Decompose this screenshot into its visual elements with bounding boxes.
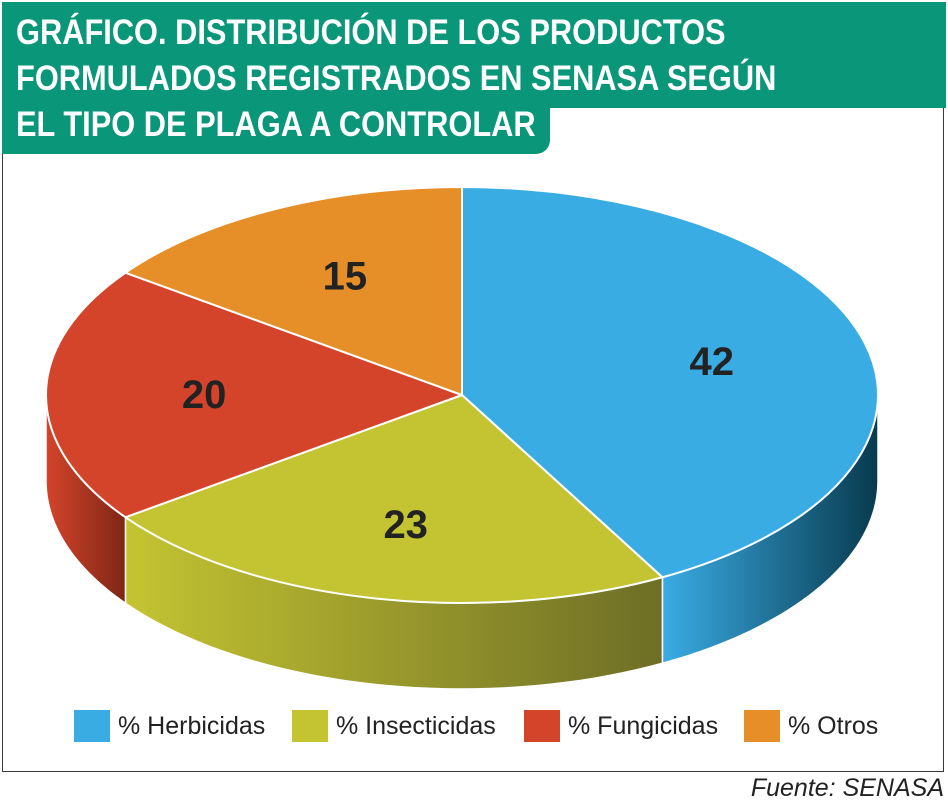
title-banner: GRÁFICO. DISTRIBUCIÓN DE LOS PRODUCTOS F… [2,2,946,154]
title-band-top [2,2,946,108]
legend-swatch-insecticidas [292,710,328,742]
chart-title-line-2: FORMULADOS REGISTRADOS EN SENASA SEGÚN [16,59,777,98]
legend-swatch-otros [744,710,780,742]
pie-tops [45,186,879,604]
data-label-otros: 15 [323,254,368,298]
pie-slice-otros [124,186,463,396]
source-note: Fuente: SENASA [750,774,944,802]
legend-item-fungicidas: % Fungicidas [524,706,718,746]
legend-swatch-herbicidas [74,710,110,742]
legend-item-insecticidas: % Insecticidas [292,706,496,746]
pie-slice-insecticidas [124,394,664,604]
title-band-bottom [2,106,550,154]
legend-item-otros: % Otros [744,706,878,746]
chart-title: GRÁFICO. DISTRIBUCIÓN DE LOS PRODUCTOS F… [16,10,776,148]
legend-item-herbicidas: % Herbicidas [74,706,265,746]
legend-swatch-fungicidas [524,710,560,742]
data-label-fungicidas: 20 [182,373,227,417]
data-label-insecticidas: 23 [383,503,428,547]
data-label-herbicidas: 42 [690,340,735,384]
chart-title-line-3: EL TIPO DE PLAGA A CONTROLAR [16,105,536,144]
legend-label-fungicidas: % Fungicidas [568,711,719,740]
legend: % Herbicidas % Insecticidas % Fungicidas… [0,706,948,746]
legend-label-herbicidas: % Herbicidas [118,711,266,740]
legend-label-insecticidas: % Insecticidas [336,711,496,740]
pie-labels: 42 23 20 15 [182,254,734,547]
legend-label-otros: % Otros [788,711,879,740]
chart-title-line-1: GRÁFICO. DISTRIBUCIÓN DE LOS PRODUCTOS [16,13,726,52]
pie-slice-herbicidas [461,186,879,579]
pie-slice-fungicidas [45,271,463,519]
